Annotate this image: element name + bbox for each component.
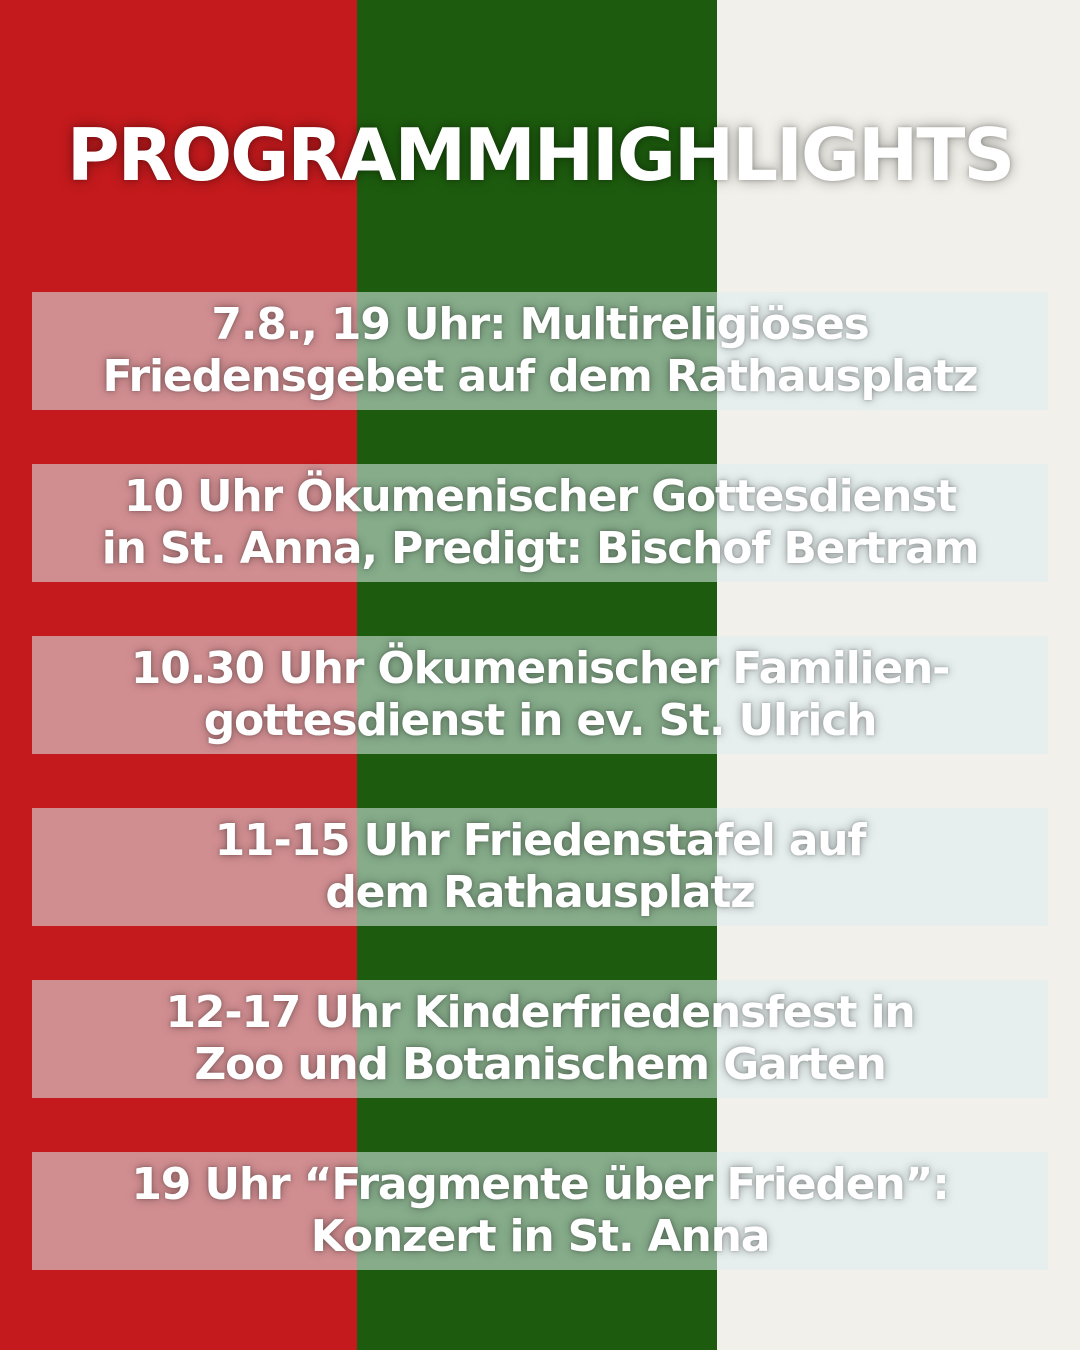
event-list: 7.8., 19 Uhr: Multireligiöses Friedensge… xyxy=(32,292,1048,1324)
event-item: 19 Uhr “Fragmente über Frieden”: Konzert… xyxy=(32,1152,1048,1270)
event-item: 7.8., 19 Uhr: Multireligiöses Friedensge… xyxy=(32,292,1048,410)
event-text: 10.30 Uhr Ökumenischer Familien- gottesd… xyxy=(130,643,951,746)
event-item: 12-17 Uhr Kinderfriedensfest in Zoo und … xyxy=(32,980,1048,1098)
event-text: 12-17 Uhr Kinderfriedensfest in Zoo und … xyxy=(165,987,916,1090)
page-title: PROGRAMMHIGHLIGHTS xyxy=(66,113,1015,197)
event-text: 11-15 Uhr Friedenstafel auf dem Rathausp… xyxy=(214,815,867,918)
event-text: 10 Uhr Ökumenischer Gottesdienst in St. … xyxy=(101,471,980,574)
event-text: 7.8., 19 Uhr: Multireligiöses Friedensge… xyxy=(102,299,979,402)
event-item: 11-15 Uhr Friedenstafel auf dem Rathausp… xyxy=(32,808,1048,926)
event-text: 19 Uhr “Fragmente über Frieden”: Konzert… xyxy=(131,1159,949,1262)
event-item: 10.30 Uhr Ökumenischer Familien- gottesd… xyxy=(32,636,1048,754)
event-item: 10 Uhr Ökumenischer Gottesdienst in St. … xyxy=(32,464,1048,582)
